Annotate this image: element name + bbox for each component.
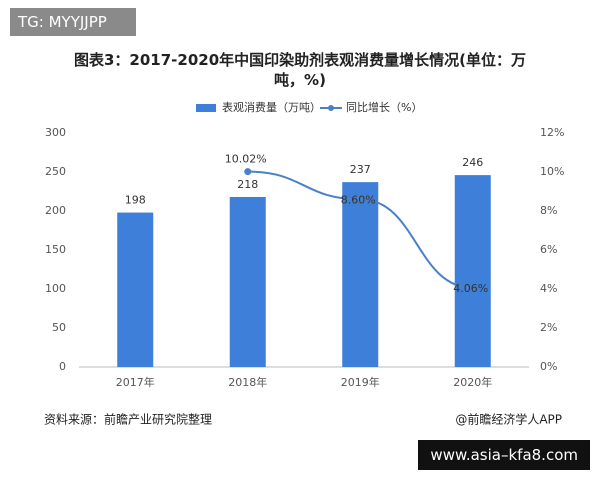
credit: @前瞻经济学人APP [455,412,562,427]
line [247,170,473,289]
line-point [244,168,252,176]
y-tick-label: 250 [45,165,66,178]
line-label: 10.02% [225,153,267,166]
y-tick-label: 200 [45,204,66,217]
chart-title: 图表3：2017-2020年中国印染助剂表观消费量增长情况(单位：万吨，%) [73,51,527,89]
y2-tick-label: 10% [540,165,564,178]
y2-tick-label: 2% [540,321,557,334]
y-tick-label: 150 [45,243,66,256]
x-tick-label: 2019年 [341,375,380,389]
bar-label: 198 [125,194,146,207]
line-point [356,195,364,203]
bar [229,196,266,367]
y2-tick-label: 12% [540,126,564,139]
bar [454,175,491,367]
y2-tick-label: 8% [540,204,557,217]
source: 资料来源：前瞻产业研究院整理 [44,412,212,427]
y2-tick-label: 4% [540,282,557,295]
x-tick-label: 2020年 [453,375,492,389]
tag: TG: MYYJJPP [10,8,136,36]
y-tick-label: 0 [59,360,66,373]
legend-label: 表观消费量（万吨） [222,100,321,114]
x-tick-label: 2017年 [116,375,155,389]
legend-swatch [328,105,334,111]
bar-label: 237 [350,163,371,176]
bar [342,182,379,367]
y-tick-label: 300 [45,126,66,139]
line-label: 8.60% [341,193,376,206]
legend-swatch [196,104,216,112]
line-label: 4.06% [453,282,488,295]
x-tick-label: 2018年 [228,375,267,389]
legend-label: 同比增长（%） [346,100,422,114]
bar-label: 246 [462,156,483,169]
bar [117,212,154,367]
y2-tick-label: 6% [540,243,557,256]
y2-tick-label: 0% [540,360,557,373]
url: www.asia–kfa8.com [418,440,590,470]
line-point [469,284,477,292]
y-tick-label: 50 [52,321,66,334]
y-tick-label: 100 [45,282,66,295]
bar-label: 218 [237,178,258,191]
